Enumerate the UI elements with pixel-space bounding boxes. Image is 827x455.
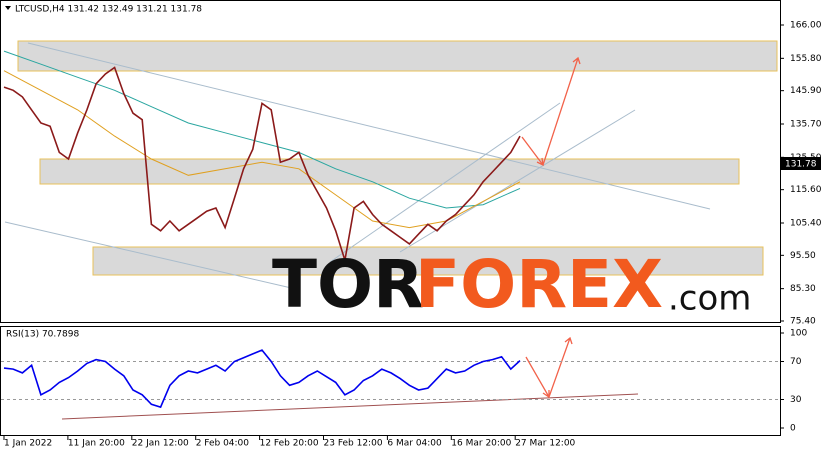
- x-tick-label: 11 Jan 20:00: [68, 439, 125, 449]
- y-tick-label: 85.30: [790, 284, 816, 294]
- chart-title: LTCUSD,H4 131.42 132.49 131.21 131.78: [15, 5, 202, 15]
- rsi-forecast-arrow: [525, 336, 573, 399]
- y-tick-label: 75.40: [790, 317, 816, 327]
- y-tick-label: 115.60: [790, 185, 822, 195]
- x-tick-label: 2 Feb 04:00: [196, 439, 250, 449]
- forecast-arrow: [521, 56, 581, 167]
- x-tick-label: 23 Feb 12:00: [324, 439, 383, 449]
- lower-zone: [92, 246, 764, 276]
- x-tick-label: 16 Mar 20:00: [451, 439, 511, 449]
- x-tick-label: 22 Jan 12:00: [132, 439, 189, 449]
- watermark-forex: FOREX: [415, 246, 663, 323]
- x-tick-label: 12 Feb 20:00: [260, 439, 319, 449]
- y-tick-label: 145.90: [790, 86, 822, 96]
- series-line: [3, 50, 521, 209]
- y-tick-label: 166.00: [790, 21, 822, 31]
- price-tag-label: 131.78: [785, 160, 817, 170]
- y-tick-label: 70: [790, 357, 802, 367]
- series-line: [3, 70, 521, 229]
- y-tick-label: 95.50: [790, 251, 816, 261]
- rsi-title: RSI(13) 70.7898: [6, 330, 79, 340]
- price-tag: [781, 157, 821, 170]
- y-tick-label: 105.40: [790, 218, 822, 228]
- y-tick-label: 30: [790, 395, 802, 405]
- watermark-tor: TOR: [272, 246, 424, 323]
- x-tick-label: 1 Jan 2022: [4, 439, 52, 449]
- rsi-trend-line: [61, 393, 639, 420]
- trend-line: [4, 221, 301, 291]
- watermark: TOR FOREX .com: [272, 246, 751, 323]
- y-tick-label: 0: [790, 424, 796, 434]
- support-zone: [39, 158, 740, 185]
- series-line: [3, 66, 521, 261]
- y-tick-label: 100: [790, 329, 807, 339]
- main-frame: [0, 0, 781, 323]
- x-tick-label: 6 Mar 04:00: [387, 439, 442, 449]
- y-tick-label: 135.70: [790, 119, 822, 129]
- menu-arrow: [5, 6, 11, 10]
- trend-line: [27, 42, 711, 210]
- resistance-zone: [17, 40, 778, 72]
- channel-line: [329, 102, 561, 263]
- y-tick-label: 125.50: [790, 153, 822, 163]
- rsi-frame: [0, 326, 781, 436]
- series-line: [3, 349, 521, 409]
- x-tick-label: 27 Mar 12:00: [515, 439, 575, 449]
- y-tick-label: 155.80: [790, 54, 822, 64]
- watermark-com: .com: [668, 279, 751, 319]
